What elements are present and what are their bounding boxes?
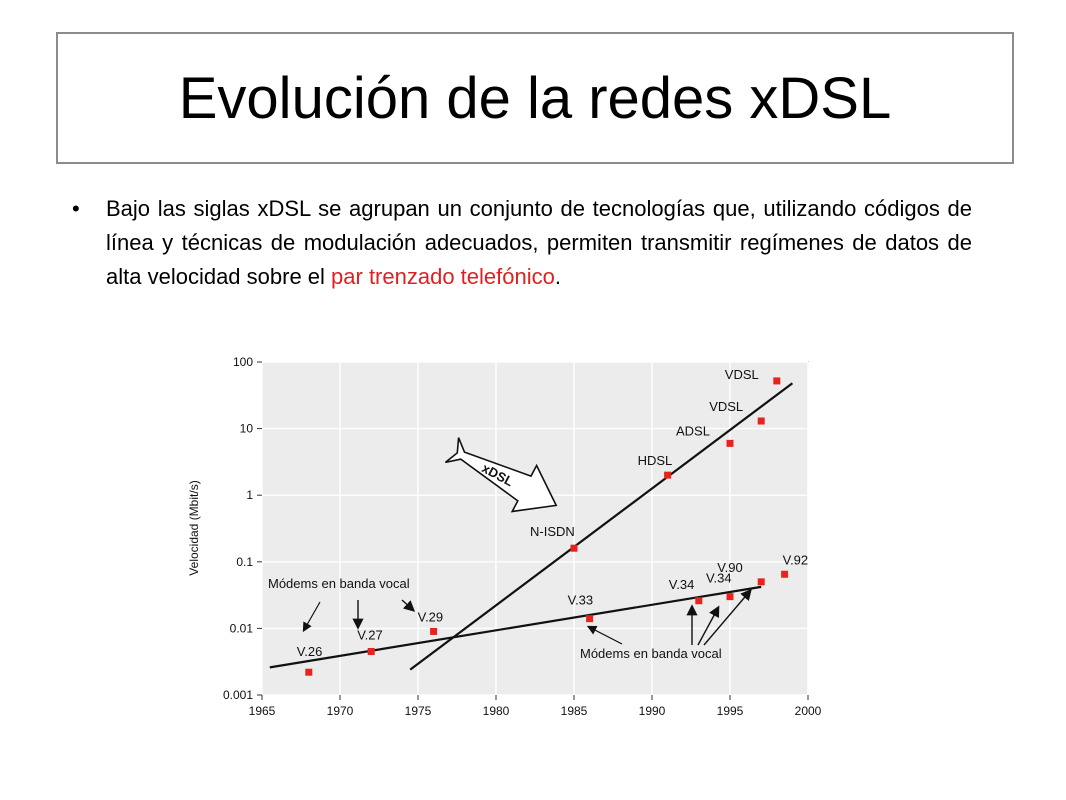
x-tick-label: 1985 [561,704,588,718]
annotation-modems-bottom: Módems en banda vocal [580,646,722,661]
y-tick-label: 100 [233,355,253,369]
axes: 1965 1970 1975 1980 1985 1990 1995 2000 0.001 0.0… [223,355,822,718]
point-label: VDSL [709,399,743,414]
point-label: V.26 [297,644,323,659]
data-point [726,593,734,601]
data-point [586,615,594,623]
data-point [757,578,765,586]
point-label: N-ISDN [530,524,575,539]
xdsl-arrow: xDSL [444,437,558,513]
data-point [757,417,765,425]
data-point [305,668,313,676]
point-label: V.34 [706,571,732,586]
title-box: Evolución de la redes xDSL [56,32,1014,164]
data-point [570,544,578,552]
point-label: V.33 [568,593,594,608]
annotation-arrow [697,605,720,646]
point-label: V.27 [357,627,383,642]
trend-line-xdsl [409,382,794,671]
bullet-list: • Bajo las siglas xDSL se agrupan un con… [72,192,972,294]
annotation-modems-top: Módems en banda vocal [268,576,410,591]
annotation-arrow [401,599,416,612]
y-tick-label: 1 [246,488,253,502]
x-tick-label: 1990 [639,704,666,718]
annotation-arrow [586,625,623,645]
y-tick-label: 0.1 [236,555,253,569]
bullet-item: • Bajo las siglas xDSL se agrupan un con… [72,192,972,294]
data-points [305,377,789,676]
data-point [430,627,438,635]
data-point [664,471,672,479]
x-tick-label: 1975 [405,704,432,718]
trend-lines [269,382,794,671]
slide-title: Evolución de la redes xDSL [178,65,892,131]
x-tick-label: 1995 [717,704,744,718]
speed-evolution-chart: Módems en banda vocal Módems en banda vo… [187,355,822,718]
y-axis-label: Velocidad (Mbit/s) [187,480,201,575]
y-tick-label: 0.01 [230,621,254,635]
xdsl-arrow-shape [444,437,558,513]
data-point [781,570,789,578]
trend-line-modems [269,585,762,669]
point-label: ADSL [676,423,710,438]
annotations: Módems en banda vocal Módems en banda vo… [268,437,752,661]
bullet-text-end: . [554,264,561,289]
point-label: VDSL [725,367,759,382]
point-labels: V.26V.27V.29V.33V.34 V.34V.90V.92N-ISDNHD… [297,367,808,659]
data-point [773,377,781,385]
point-label: V.29 [418,609,444,624]
x-tick-label: 1965 [249,704,276,718]
bullet-symbol: • [72,196,80,221]
x-tick-label: 1970 [327,704,354,718]
x-tick-label: 2000 [795,704,822,718]
bullet-text: Bajo las siglas xDSL se agrupan un conju… [106,192,972,294]
y-tick-label: 10 [240,422,254,436]
bullet-text-highlight: par trenzado telefónico [331,264,555,289]
point-label: V.90 [717,560,743,575]
annotation-arrow [703,588,752,646]
point-label: V.34 [669,577,695,592]
grid [261,361,809,696]
point-label: HDSL [638,453,673,468]
data-point [367,647,375,655]
point-label: V.92 [783,552,809,567]
data-point [695,597,703,605]
annotation-arrow [302,601,321,633]
data-point [726,439,734,447]
y-tick-label: 0.001 [223,688,253,702]
x-tick-label: 1980 [483,704,510,718]
bullet-text-main: Bajo las siglas xDSL se agrupan un conju… [106,196,972,289]
